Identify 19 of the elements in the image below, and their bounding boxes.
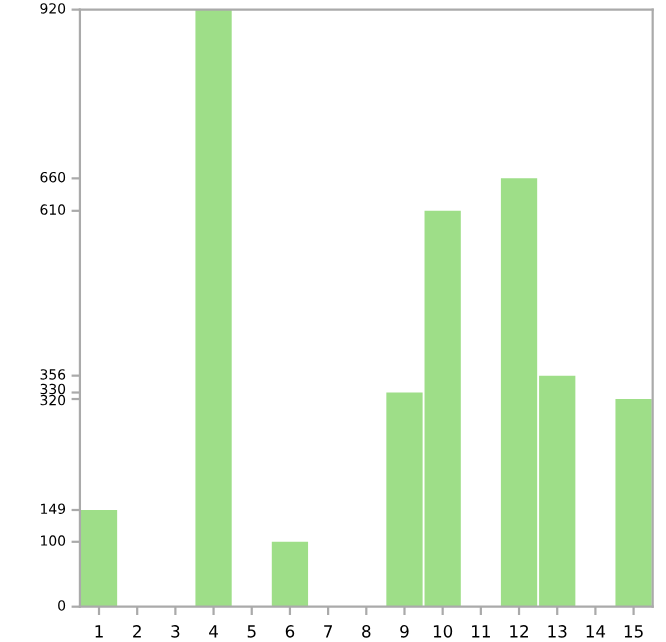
x-tick-label: 13	[548, 625, 567, 638]
bar	[195, 9, 232, 607]
x-tick-label: 15	[624, 625, 643, 638]
bar	[615, 399, 652, 607]
x-tick-label: 6	[285, 625, 295, 638]
x-tick-label: 7	[324, 625, 332, 638]
bar	[80, 509, 118, 607]
x-tick-label: 9	[400, 625, 409, 638]
x-tick-label: 8	[362, 625, 371, 638]
bar	[271, 541, 309, 607]
x-tick-label: 12	[510, 625, 528, 638]
x-tick-label: 4	[209, 625, 218, 638]
x-tick-label: 11	[472, 625, 490, 638]
x-tick-label: 5	[247, 625, 256, 638]
x-tick-label: 10	[433, 625, 453, 638]
x-tick-label: 2	[133, 625, 141, 638]
x-tick-label: 3	[171, 625, 180, 638]
x-tick-label: 1	[95, 625, 103, 638]
x-tick-label: 14	[586, 625, 606, 638]
